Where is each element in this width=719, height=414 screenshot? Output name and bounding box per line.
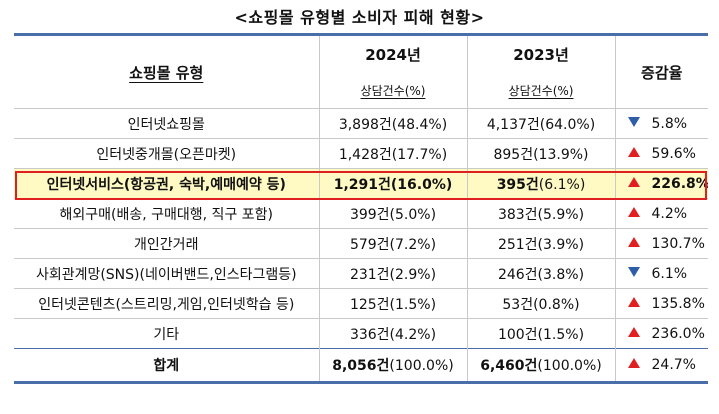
row-type: 인터넷서비스(항공권, 숙박,예매예약 등) (14, 168, 319, 199)
table-row: 해외구매(배송, 구매대행, 직구 포함) 399건(5.0%) 383건(5.9%… (14, 198, 708, 229)
table-row: 기타 336건(4.2%) 100건(1.5%) 236.0% (14, 318, 708, 349)
row-rate: 130.7% (614, 228, 708, 259)
row-count-2024: 231건(2.9%) (318, 258, 467, 289)
up-triangle-icon (627, 146, 640, 157)
row-rate: 4.2% (614, 198, 708, 229)
row-rate: 5.8% (614, 108, 708, 139)
row-rate: 59.6% (614, 138, 708, 169)
total-count-2023: 6,460건(100.0%) (466, 348, 615, 384)
total-rate: 24.7% (614, 348, 708, 384)
table-row: 인터넷서비스(항공권, 숙박,예매예약 등) 1,291건(16.0%) 395건(… (14, 168, 708, 199)
row-type: 사회관계망(SNS)(네이버밴드,인스타그램등) (14, 258, 319, 289)
down-triangle-icon (627, 116, 640, 127)
row-type: 인터넷쇼핑몰 (14, 108, 319, 139)
row-count-2023: 395건(6.1%) (466, 168, 615, 199)
up-triangle-icon (627, 326, 640, 337)
header-sub-2023: 상담건수(%) (466, 72, 615, 109)
row-type: 개인간거래 (14, 228, 319, 259)
row-count-2023: 100건(1.5%) (466, 318, 615, 349)
row-type: 인터넷콘텐츠(스트리밍,게임,인터넷학습 등) (14, 288, 319, 319)
row-count-2024: 3,898건(48.4%) (318, 108, 467, 139)
row-count-2023: 4,137건(64.0%) (466, 108, 615, 139)
row-rate: 135.8% (614, 288, 708, 319)
row-type: 기타 (14, 318, 319, 349)
row-count-2024: 1,291건(16.0%) (318, 168, 467, 199)
up-triangle-icon (627, 358, 640, 368)
header-type: 쇼핑몰 유형 (14, 33, 319, 109)
row-count-2023: 251건(3.9%) (466, 228, 615, 259)
header-rate: 증감율 (614, 33, 708, 109)
up-triangle-icon (627, 176, 640, 187)
row-count-2024: 1,428건(17.7%) (318, 138, 467, 169)
up-triangle-icon (627, 236, 640, 247)
row-type: 인터넷중개몰(오픈마켓) (14, 138, 319, 169)
up-triangle-icon (627, 296, 640, 307)
row-count-2024: 336건(4.2%) (318, 318, 467, 349)
down-triangle-icon (627, 266, 640, 277)
header-year-2024: 2024년 (318, 33, 467, 72)
table-row: 인터넷콘텐츠(스트리밍,게임,인터넷학습 등) 125건(1.5%) 53건(0.8… (14, 288, 708, 319)
header-sub-2024: 상담건수(%) (318, 72, 467, 109)
row-count-2024: 579건(7.2%) (318, 228, 467, 259)
header-year-2023: 2023년 (466, 33, 615, 72)
total-count-2024: 8,056건(100.0%) (318, 348, 467, 384)
table-row: 인터넷쇼핑몰 3,898건(48.4%) 4,137건(64.0%) 5.8% (14, 108, 708, 139)
row-rate: 236.0% (614, 318, 708, 349)
table-row: 사회관계망(SNS)(네이버밴드,인스타그램등) 231건(2.9%) 246건(3… (14, 258, 708, 289)
row-count-2023: 895건(13.9%) (466, 138, 615, 169)
row-rate: 226.8% (614, 168, 708, 199)
row-count-2023: 383건(5.9%) (466, 198, 615, 229)
row-count-2024: 125건(1.5%) (318, 288, 467, 319)
up-triangle-icon (627, 206, 640, 217)
row-count-2023: 53건(0.8%) (466, 288, 615, 319)
row-count-2024: 399건(5.0%) (318, 198, 467, 229)
total-label: 합계 (14, 348, 319, 384)
table-row: 인터넷중개몰(오픈마켓) 1,428건(17.7%) 895건(13.9%) 59.6… (14, 138, 708, 169)
row-count-2023: 246건(3.8%) (466, 258, 615, 289)
row-type: 해외구매(배송, 구매대행, 직구 포함) (14, 198, 319, 229)
shopping-mall-damage-table: 쇼핑몰 유형 2024년 2023년 증감율 상담건수(%) 상담건수(%) 인… (14, 33, 708, 384)
total-row: 합계 8,056건(100.0%) 6,460건(100.0%) 24.7% (14, 348, 708, 384)
row-rate: 6.1% (614, 258, 708, 289)
table-row: 개인간거래 579건(7.2%) 251건(3.9%) 130.7% (14, 228, 708, 259)
table-title: <쇼핑몰 유형별 소비자 피해 현황> (234, 8, 485, 27)
